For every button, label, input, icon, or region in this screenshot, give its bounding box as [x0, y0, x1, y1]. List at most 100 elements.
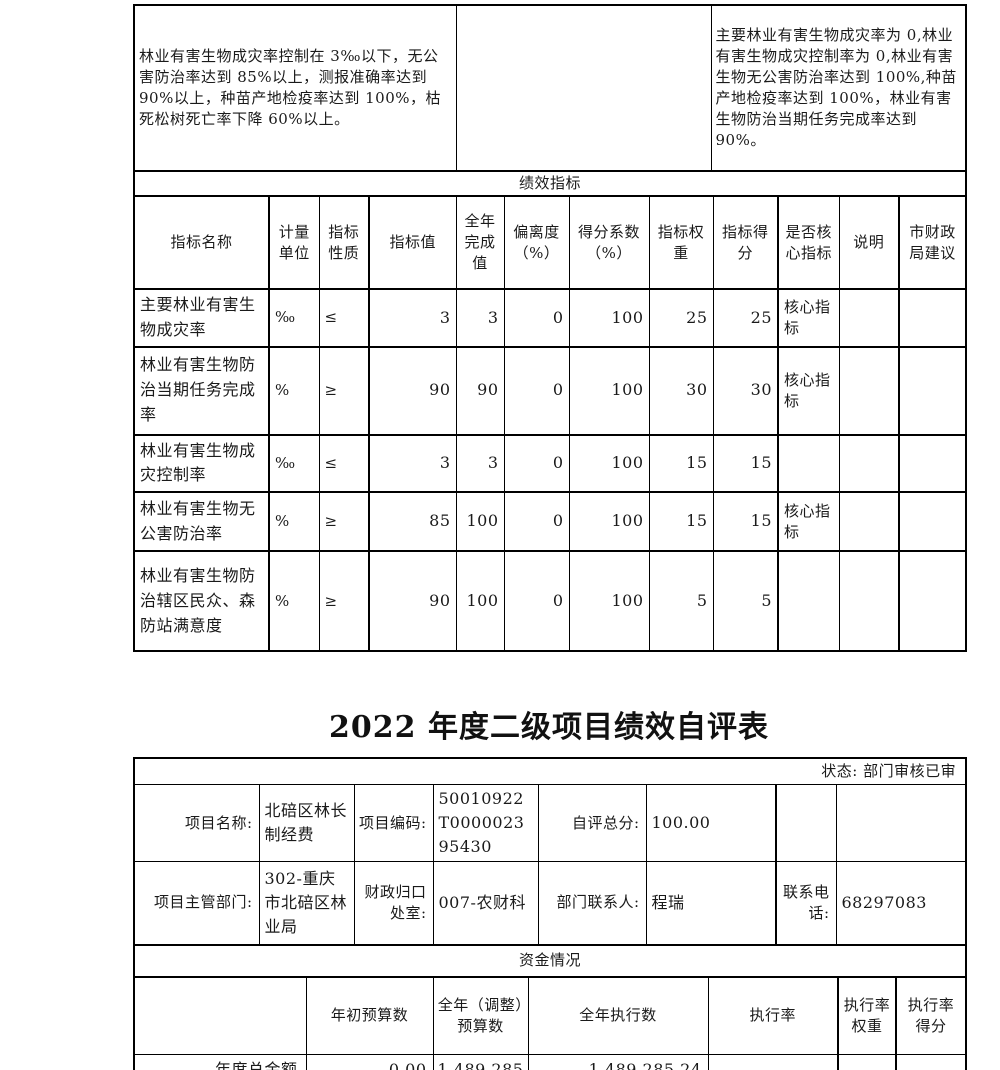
indicator-row: 林业有害生物防治辖区民众、森防站满意度 % ≥ 90 100 0 100 5 5 — [133, 550, 967, 652]
project-code-label: 项目编码: — [353, 784, 434, 863]
col-header-note: 说明 — [838, 195, 900, 290]
unit-cell: ‰ — [268, 288, 320, 348]
core-indicator-cell: 核心指标 — [777, 491, 840, 552]
score-cell: 25 — [712, 288, 779, 348]
indicator-row: 林业有害生物成灾控制率 ‰ ≤ 3 3 0 100 15 15 — [133, 433, 967, 493]
funds-header-executed: 全年执行数 — [527, 976, 709, 1056]
score-cell: 30 — [712, 345, 779, 436]
contact-value: 程瑞 — [645, 861, 777, 946]
deviation-cell: 0 — [503, 345, 570, 436]
rate-weight-value — [837, 1054, 897, 1070]
funds-header-initial-budget: 年初预算数 — [305, 976, 434, 1056]
score-coeff-cell: 100 — [568, 491, 650, 552]
deviation-cell: 0 — [503, 288, 570, 348]
weight-cell: 5 — [648, 550, 714, 652]
note-cell — [838, 550, 900, 652]
col-header-core: 是否核心指标 — [777, 195, 840, 290]
note-cell — [838, 433, 900, 493]
status-row: 状态: 部门审核已审 — [133, 757, 967, 786]
core-indicator-cell: 核心指标 — [777, 288, 840, 348]
suggestion-cell — [897, 288, 967, 348]
annual-total-label: 年度总金额 — [133, 1054, 307, 1070]
complete-value-cell: 100 — [455, 550, 505, 652]
initial-budget-value: 0.00 — [305, 1054, 434, 1070]
project-code-value: 50010922T000002395430 — [432, 784, 539, 863]
nature-cell: ≤ — [318, 433, 370, 493]
complete-value-cell: 3 — [455, 288, 505, 348]
score-cell: 15 — [712, 491, 779, 552]
score-cell: 5 — [712, 550, 779, 652]
project-info-table: 状态: 部门审核已审 项目名称: 北碚区林长制经费 项目编码: 50010922… — [133, 757, 968, 946]
indicator-name-cell: 林业有害生物防治辖区民众、森防站满意度 — [133, 550, 270, 652]
note-cell — [838, 345, 900, 436]
status-text: 状态: 部门审核已审 — [133, 757, 967, 786]
weight-cell: 30 — [648, 345, 714, 436]
indicator-name-cell: 林业有害生物无公害防治率 — [133, 491, 270, 552]
funds-table: 资金情况 年初预算数 全年（调整）预算数 全年执行数 执行率 执行率权重 执行率… — [133, 943, 968, 1070]
empty-cell — [775, 784, 837, 863]
col-header-indicator-name: 指标名称 — [133, 195, 270, 290]
dept-value: 302-重庆市北碚区林业局 — [258, 861, 355, 946]
core-indicator-cell — [777, 433, 840, 493]
funds-header-blank — [133, 976, 307, 1056]
unit-cell: % — [268, 550, 320, 652]
suggestion-cell — [897, 491, 967, 552]
target-value-cell: 90 — [368, 550, 457, 652]
col-header-unit: 计量单位 — [268, 195, 320, 290]
complete-value-cell: 3 — [455, 433, 505, 493]
nature-cell: ≥ — [318, 550, 370, 652]
empty-cell — [835, 784, 967, 863]
self-score-label: 自评总分: — [537, 784, 647, 863]
execution-rate-value — [707, 1054, 839, 1070]
funds-header-execution-rate: 执行率 — [707, 976, 839, 1056]
col-header-nature: 指标性质 — [318, 195, 370, 290]
funds-header-adjusted-budget: 全年（调整）预算数 — [432, 976, 529, 1056]
project-name-value: 北碚区林长制经费 — [258, 784, 355, 863]
executed-value: 1,489,285.24 — [527, 1054, 709, 1070]
complete-value-cell: 100 — [455, 491, 505, 552]
section-header-row: 绩效指标 — [133, 170, 967, 197]
project-name-row: 项目名称: 北碚区林长制经费 项目编码: 50010922T0000023954… — [133, 784, 967, 863]
annual-result-text-cell: 主要林业有害生物成灾率为 0,林业有害生物成灾控制率为 0,林业有害生物无公害防… — [710, 4, 967, 172]
prior-section-table: 林业有害生物成灾率控制在 3‰以下，无公害防治率达到 85%以上，测报准确率达到… — [133, 4, 967, 172]
finance-office-value: 007-农财科 — [432, 861, 539, 946]
unit-cell: % — [268, 491, 320, 552]
funds-header-rate-weight: 执行率权重 — [837, 976, 897, 1056]
page-title: 2022 年度二级项目绩效自评表 — [329, 710, 769, 746]
empty-cell — [455, 4, 712, 172]
core-indicator-cell — [777, 550, 840, 652]
adjusted-budget-value: 1,489,285.24 — [432, 1054, 529, 1070]
col-header-score: 指标得分 — [712, 195, 779, 290]
complete-value-cell: 90 — [455, 345, 505, 436]
funds-section-row: 资金情况 — [133, 944, 967, 978]
weight-cell: 25 — [648, 288, 714, 348]
performance-indicators-table: 绩效指标 指标名称 计量单位 指标性质 指标值 全年完成值 偏离度（%） 得分系… — [133, 170, 968, 653]
col-header-suggestion: 市财政局建议 — [897, 195, 967, 290]
note-cell — [838, 288, 900, 348]
contact-label: 部门联系人: — [537, 861, 647, 946]
phone-value: 68297083 — [835, 861, 967, 946]
prior-section-row: 林业有害生物成灾率控制在 3‰以下，无公害防治率达到 85%以上，测报准确率达到… — [133, 4, 967, 172]
target-value-cell: 85 — [368, 491, 457, 552]
col-header-complete-value: 全年完成值 — [455, 195, 505, 290]
indicator-row: 林业有害生物防治当期任务完成率 % ≥ 90 90 0 100 30 30 核心… — [133, 345, 967, 436]
col-header-weight: 指标权重 — [648, 195, 714, 290]
self-evaluation-form: 状态: 部门审核已审 项目名称: 北碚区林长制经费 项目编码: 50010922… — [133, 757, 968, 1070]
nature-cell: ≥ — [318, 491, 370, 552]
weight-cell: 15 — [648, 433, 714, 493]
core-indicator-cell: 核心指标 — [777, 345, 840, 436]
form-document: 林业有害生物成灾率控制在 3‰以下，无公害防治率达到 85%以上，测报准确率达到… — [133, 4, 968, 1070]
dept-label: 项目主管部门: — [133, 861, 260, 946]
annual-target-text-cell: 林业有害生物成灾率控制在 3‰以下，无公害防治率达到 85%以上，测报准确率达到… — [133, 4, 457, 172]
col-header-deviation: 偏离度（%） — [503, 195, 570, 290]
section-title: 绩效指标 — [133, 170, 967, 197]
score-cell: 15 — [712, 433, 779, 493]
project-dept-row: 项目主管部门: 302-重庆市北碚区林业局 财政归口处室: 007-农财科 部门… — [133, 861, 967, 946]
target-value-cell: 90 — [368, 345, 457, 436]
indicator-row: 林业有害生物无公害防治率 % ≥ 85 100 0 100 15 15 核心指标 — [133, 491, 967, 552]
nature-cell: ≥ — [318, 345, 370, 436]
unit-cell: % — [268, 345, 320, 436]
funds-header-row: 年初预算数 全年（调整）预算数 全年执行数 执行率 执行率权重 执行率得分 — [133, 976, 967, 1056]
deviation-cell: 0 — [503, 550, 570, 652]
